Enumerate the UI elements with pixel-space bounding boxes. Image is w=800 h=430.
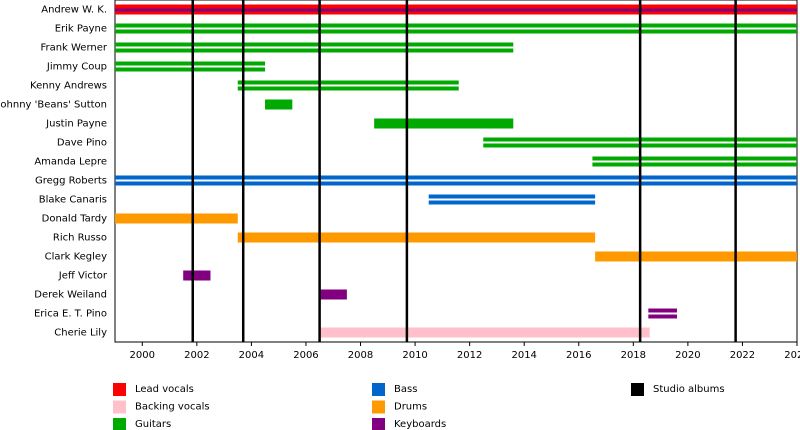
member-label: Amanda Lepre bbox=[34, 157, 107, 168]
member-bar bbox=[115, 213, 238, 224]
member-bar bbox=[428, 194, 596, 199]
x-tick-label: 2002 bbox=[184, 350, 209, 361]
legend-label: Lead vocals bbox=[135, 384, 194, 395]
member-label: Jeff Victor bbox=[58, 271, 108, 282]
member-bar bbox=[265, 99, 293, 110]
member-bar bbox=[115, 175, 797, 180]
member-label: Donald Tardy bbox=[42, 214, 107, 225]
member-bar bbox=[592, 156, 797, 161]
member-bar bbox=[237, 232, 596, 243]
member-label: Derek Weiland bbox=[34, 290, 107, 301]
member-label: Justin Payne bbox=[45, 119, 107, 130]
member-bar bbox=[319, 327, 650, 338]
legend-swatch bbox=[631, 383, 644, 396]
member-bar bbox=[115, 8, 797, 12]
member-label: Rich Russo bbox=[53, 233, 107, 244]
member-bar bbox=[319, 289, 347, 300]
x-tick-label: 2020 bbox=[675, 350, 700, 361]
member-bar bbox=[237, 80, 459, 85]
x-tick-label: 2004 bbox=[239, 350, 264, 361]
member-bar bbox=[115, 29, 797, 34]
x-tick-label: 2000 bbox=[130, 350, 155, 361]
x-tick-label: 2008 bbox=[348, 350, 373, 361]
member-label: Jimmy Coup bbox=[46, 62, 107, 73]
legend-swatch bbox=[372, 418, 385, 430]
legend-label: Guitars bbox=[135, 419, 171, 430]
member-bar bbox=[115, 181, 797, 186]
member-label: Johnny 'Beans' Sutton bbox=[0, 100, 107, 111]
member-bar bbox=[115, 42, 514, 47]
x-tick-label: 2012 bbox=[457, 350, 482, 361]
legend-label: Studio albums bbox=[653, 384, 725, 395]
member-label: Gregg Roberts bbox=[35, 176, 107, 187]
plot-frame bbox=[114, 0, 798, 343]
member-bar bbox=[648, 308, 677, 313]
x-tick-label: 2024 bbox=[784, 350, 800, 361]
x-tick-label: 2018 bbox=[621, 350, 646, 361]
legend-swatch bbox=[113, 383, 126, 396]
member-bar bbox=[374, 118, 514, 129]
member-bar bbox=[592, 162, 797, 167]
x-tick-label: 2014 bbox=[511, 350, 536, 361]
member-label: Erica E. T. Pino bbox=[34, 309, 107, 320]
x-tick-label: 2016 bbox=[566, 350, 591, 361]
legend-label: Bass bbox=[394, 384, 417, 395]
member-label: Cherie Lily bbox=[54, 328, 107, 339]
member-label: Clark Kegley bbox=[45, 252, 107, 263]
member-bar bbox=[183, 270, 211, 281]
member-bar bbox=[595, 251, 797, 262]
legend-label: Drums bbox=[394, 402, 427, 413]
member-label: Dave Pino bbox=[57, 138, 107, 149]
member-label: Frank Werner bbox=[40, 43, 107, 54]
member-bar bbox=[428, 200, 596, 205]
x-tick-label: 2010 bbox=[402, 350, 427, 361]
legend-swatch bbox=[113, 418, 126, 430]
legend-label: Keyboards bbox=[394, 419, 446, 430]
member-label: Andrew W. K. bbox=[41, 5, 107, 16]
member-bar bbox=[115, 48, 514, 53]
legend-swatch bbox=[372, 400, 385, 414]
member-label: Erik Payne bbox=[55, 24, 107, 35]
legend-label: Backing vocals bbox=[135, 402, 210, 413]
x-tick-label: 2006 bbox=[293, 350, 318, 361]
x-tick-label: 2022 bbox=[730, 350, 755, 361]
member-bar bbox=[115, 61, 266, 66]
member-label: Blake Canaris bbox=[39, 195, 107, 206]
member-label: Kenny Andrews bbox=[30, 81, 107, 92]
member-bar bbox=[115, 67, 266, 72]
member-bar bbox=[237, 86, 459, 91]
member-bar bbox=[115, 23, 797, 28]
legend-swatch bbox=[113, 400, 126, 414]
legend-swatch bbox=[372, 383, 385, 396]
member-bar bbox=[648, 314, 677, 319]
